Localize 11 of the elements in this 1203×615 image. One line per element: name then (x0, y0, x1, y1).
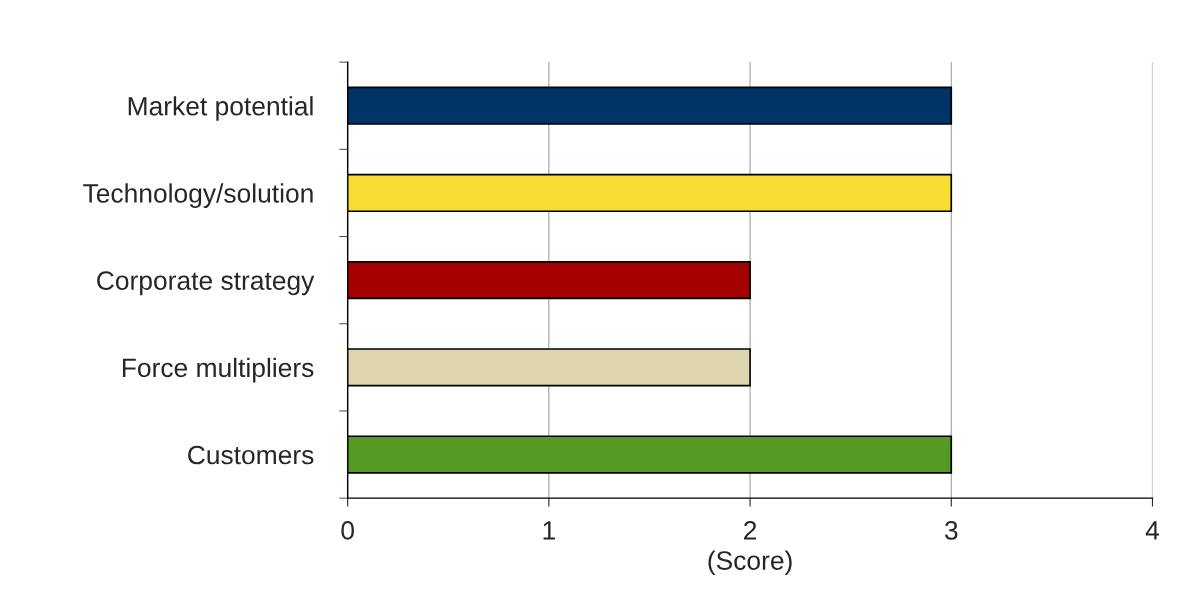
y-tick-label: Force multipliers (122, 357, 314, 383)
x-tick-label: 4 (1145, 521, 1160, 540)
y-tick-label: Technology/solution (83, 183, 313, 208)
y-tick-label: Customers (188, 445, 314, 465)
x-tick-label: 2 (744, 521, 757, 540)
y-tick-label: Corporate strategy (97, 271, 315, 296)
x-tick-label: 1 (543, 521, 555, 540)
x-tick-label: 3 (944, 521, 958, 540)
x-axis-title: (Score) (708, 550, 792, 576)
y-tick-label: Market potential (128, 96, 313, 121)
x-tick-label: 0 (341, 521, 354, 540)
